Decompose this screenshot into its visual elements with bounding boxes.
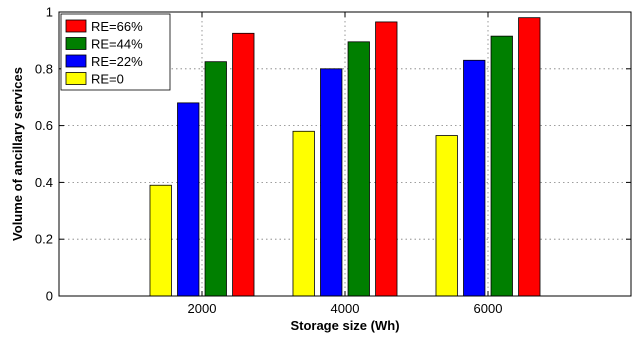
legend-swatch (65, 54, 87, 68)
bar-re-44--6000 (490, 35, 513, 297)
x-axis-label: Storage size (Wh) (290, 318, 399, 333)
y-tick-label: 1 (46, 5, 53, 20)
x-tick-label: 6000 (474, 301, 503, 316)
bar-re-44--4000 (347, 41, 370, 297)
y-axis-ticks: 0 0.2 0.4 0.6 0.8 1 (35, 5, 631, 304)
y-tick-label: 0.4 (35, 175, 53, 190)
bar-re-22--4000 (320, 68, 343, 297)
x-axis-ticks: 2000 4000 6000 (188, 12, 503, 316)
x-tick-label: 2000 (188, 301, 217, 316)
legend-label: RE=44% (91, 37, 143, 52)
x-tick-label: 4000 (331, 301, 360, 316)
bar-re-22--2000 (177, 102, 200, 297)
bar-re-66--6000 (518, 17, 541, 297)
bars (149, 17, 541, 297)
bar-re-0-4000 (292, 130, 315, 297)
bar-re-66--2000 (232, 32, 255, 297)
y-tick-label: 0.2 (35, 232, 53, 247)
y-tick-label: 0.6 (35, 118, 53, 133)
bar-re-66--4000 (375, 21, 398, 297)
legend-label: RE=66% (91, 19, 143, 34)
legend-swatch (65, 72, 87, 85)
y-axis-label: Volume of ancillary services (10, 67, 25, 241)
legend-swatch (65, 37, 87, 50)
bar-re-0-6000 (435, 135, 458, 297)
legend-label: RE=22% (91, 54, 143, 69)
y-tick-label: 0.8 (35, 61, 53, 76)
bar-re-22--6000 (463, 59, 486, 297)
y-tick-label: 0 (46, 289, 53, 304)
bar-re-0-2000 (149, 184, 172, 297)
legend-swatch (65, 19, 87, 33)
legend: RE=66% RE=44% RE=22% RE=0 (60, 13, 171, 91)
bar-re-44--2000 (204, 61, 227, 297)
legend-label: RE=0 (91, 72, 124, 87)
